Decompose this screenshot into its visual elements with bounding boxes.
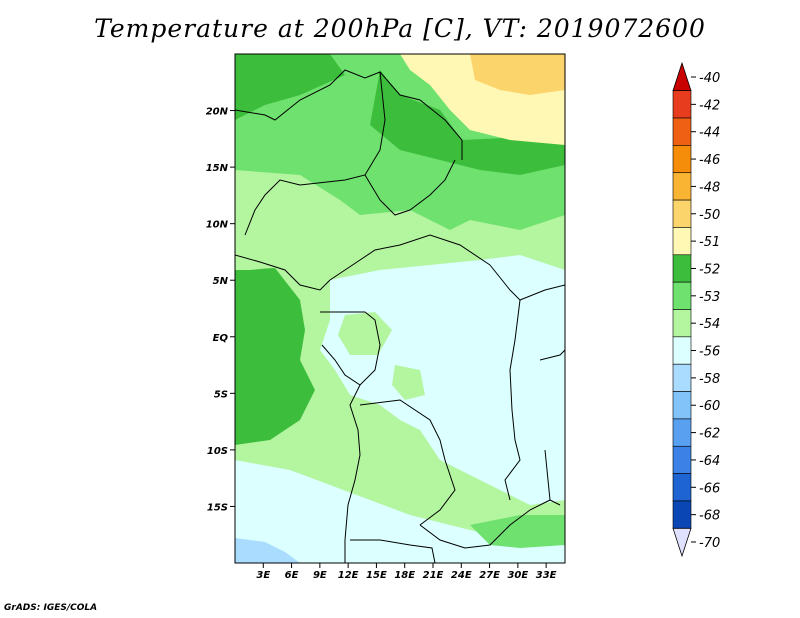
border-gabon-congo [320,311,381,386]
colorbar-label: -40 [699,71,720,86]
colorbar-label: -48 [699,180,720,195]
colorbar-swatch [672,500,692,529]
y-tick-label: 15N [206,163,229,174]
footer-credit: GrADS: IGES/COLA [4,603,98,613]
x-tick-label: 24E [451,570,472,581]
border-zambia [419,499,551,549]
colorbar-swatch [672,445,692,474]
border-namibia [350,539,436,563]
border-sahel [244,71,386,236]
x-tick-label: 27E [479,570,500,581]
colorbar-label: -66 [699,481,720,496]
temperature-field [235,54,565,563]
colorbar-swatch [672,145,692,174]
colorbar-label: -46 [699,153,720,168]
colorbar-label: -62 [699,427,720,442]
x-tick-label: 33E [536,570,557,581]
colorbar-swatch [672,473,692,502]
colorbar-label: -58 [699,372,720,387]
x-tick-label: 3E [256,570,270,581]
map-frame [234,53,566,564]
colorbar-swatch [672,309,692,338]
field-congo-53 [392,365,425,400]
y-axis: 20N 15N 10N 5N EQ 5S 10S 15S [206,107,235,513]
field-sw-56 [235,538,300,563]
colorbar-label: -50 [699,208,720,223]
colorbar-swatch [672,227,692,256]
colorbar-swatch [672,336,692,365]
colorbar-swatch [672,254,692,283]
y-tick-label: 10S [207,446,228,457]
border-chad [364,159,456,216]
field-north-52-east [370,70,565,175]
x-tick-label: 6E [285,570,299,581]
y-tick-label: 5S [214,389,228,400]
colorbar-label: -70 [699,536,720,551]
field-north-52-west [235,54,345,120]
y-tick-label: 5N [213,276,229,287]
field-gabon-53 [338,312,392,355]
x-tick-label: 30E [507,570,528,581]
border-car [329,234,491,281]
colorbar-swatch [672,281,692,310]
colorbar-bottom-arrow [672,527,692,558]
colorbar-swatch [672,117,692,146]
field-west-coast-52 [235,268,315,445]
coast-gulf-guinea [235,254,331,291]
colorbar-swatch [672,172,692,201]
colorbar: -40 -42 -44 -46 -48 -50 -51 -52 -53 -54 -56 -58 -60 -… [672,61,720,558]
colorbar-swatch [672,363,692,392]
x-tick-label: 21E [423,570,444,581]
colorbar-label: -51 [699,235,720,250]
y-tick-label: EQ [213,333,229,344]
x-tick-label: 18E [394,570,415,581]
x-axis: 3E 6E 9E 12E 15E 18E 21E 24E 27E 30E 33E [256,563,557,581]
colorbar-label: -52 [699,262,720,277]
colorbar-label: -56 [699,345,720,360]
y-tick-label: 10N [206,220,229,231]
colorbar-swatch [672,199,692,228]
border-north [235,69,463,160]
colorbar-label: -44 [699,126,720,141]
colorbar-swatch [672,418,692,447]
colorbar-label: -42 [699,98,720,113]
x-tick-label: 15E [366,570,387,581]
colorbar-label: -60 [699,399,720,414]
colorbar-label: -64 [699,454,720,469]
border-east-drc [489,264,521,501]
coast-angola [344,384,361,563]
field-se-53 [470,515,565,548]
x-tick-label: 12E [338,570,359,581]
chart-title: Temperature at 200hPa [C], VT: 201907260… [94,14,706,43]
border-kenya [539,349,565,361]
border-angola-drc [359,399,456,526]
lake-malawi [544,449,561,506]
colorbar-top-arrow [672,61,692,92]
colorbar-swatch [672,90,692,119]
y-tick-label: 15S [207,502,228,513]
boundaries [235,69,565,563]
x-tick-label: 9E [313,570,327,581]
field-ne-50 [470,54,565,95]
colorbar-swatch [672,391,692,420]
colorbar-label: -53 [699,290,720,305]
field-equatorial-54 [320,255,565,505]
border-uganda [519,284,565,301]
colorbar-label: -68 [699,509,720,524]
y-tick-label: 20N [206,107,229,118]
colorbar-label: -54 [699,317,720,332]
